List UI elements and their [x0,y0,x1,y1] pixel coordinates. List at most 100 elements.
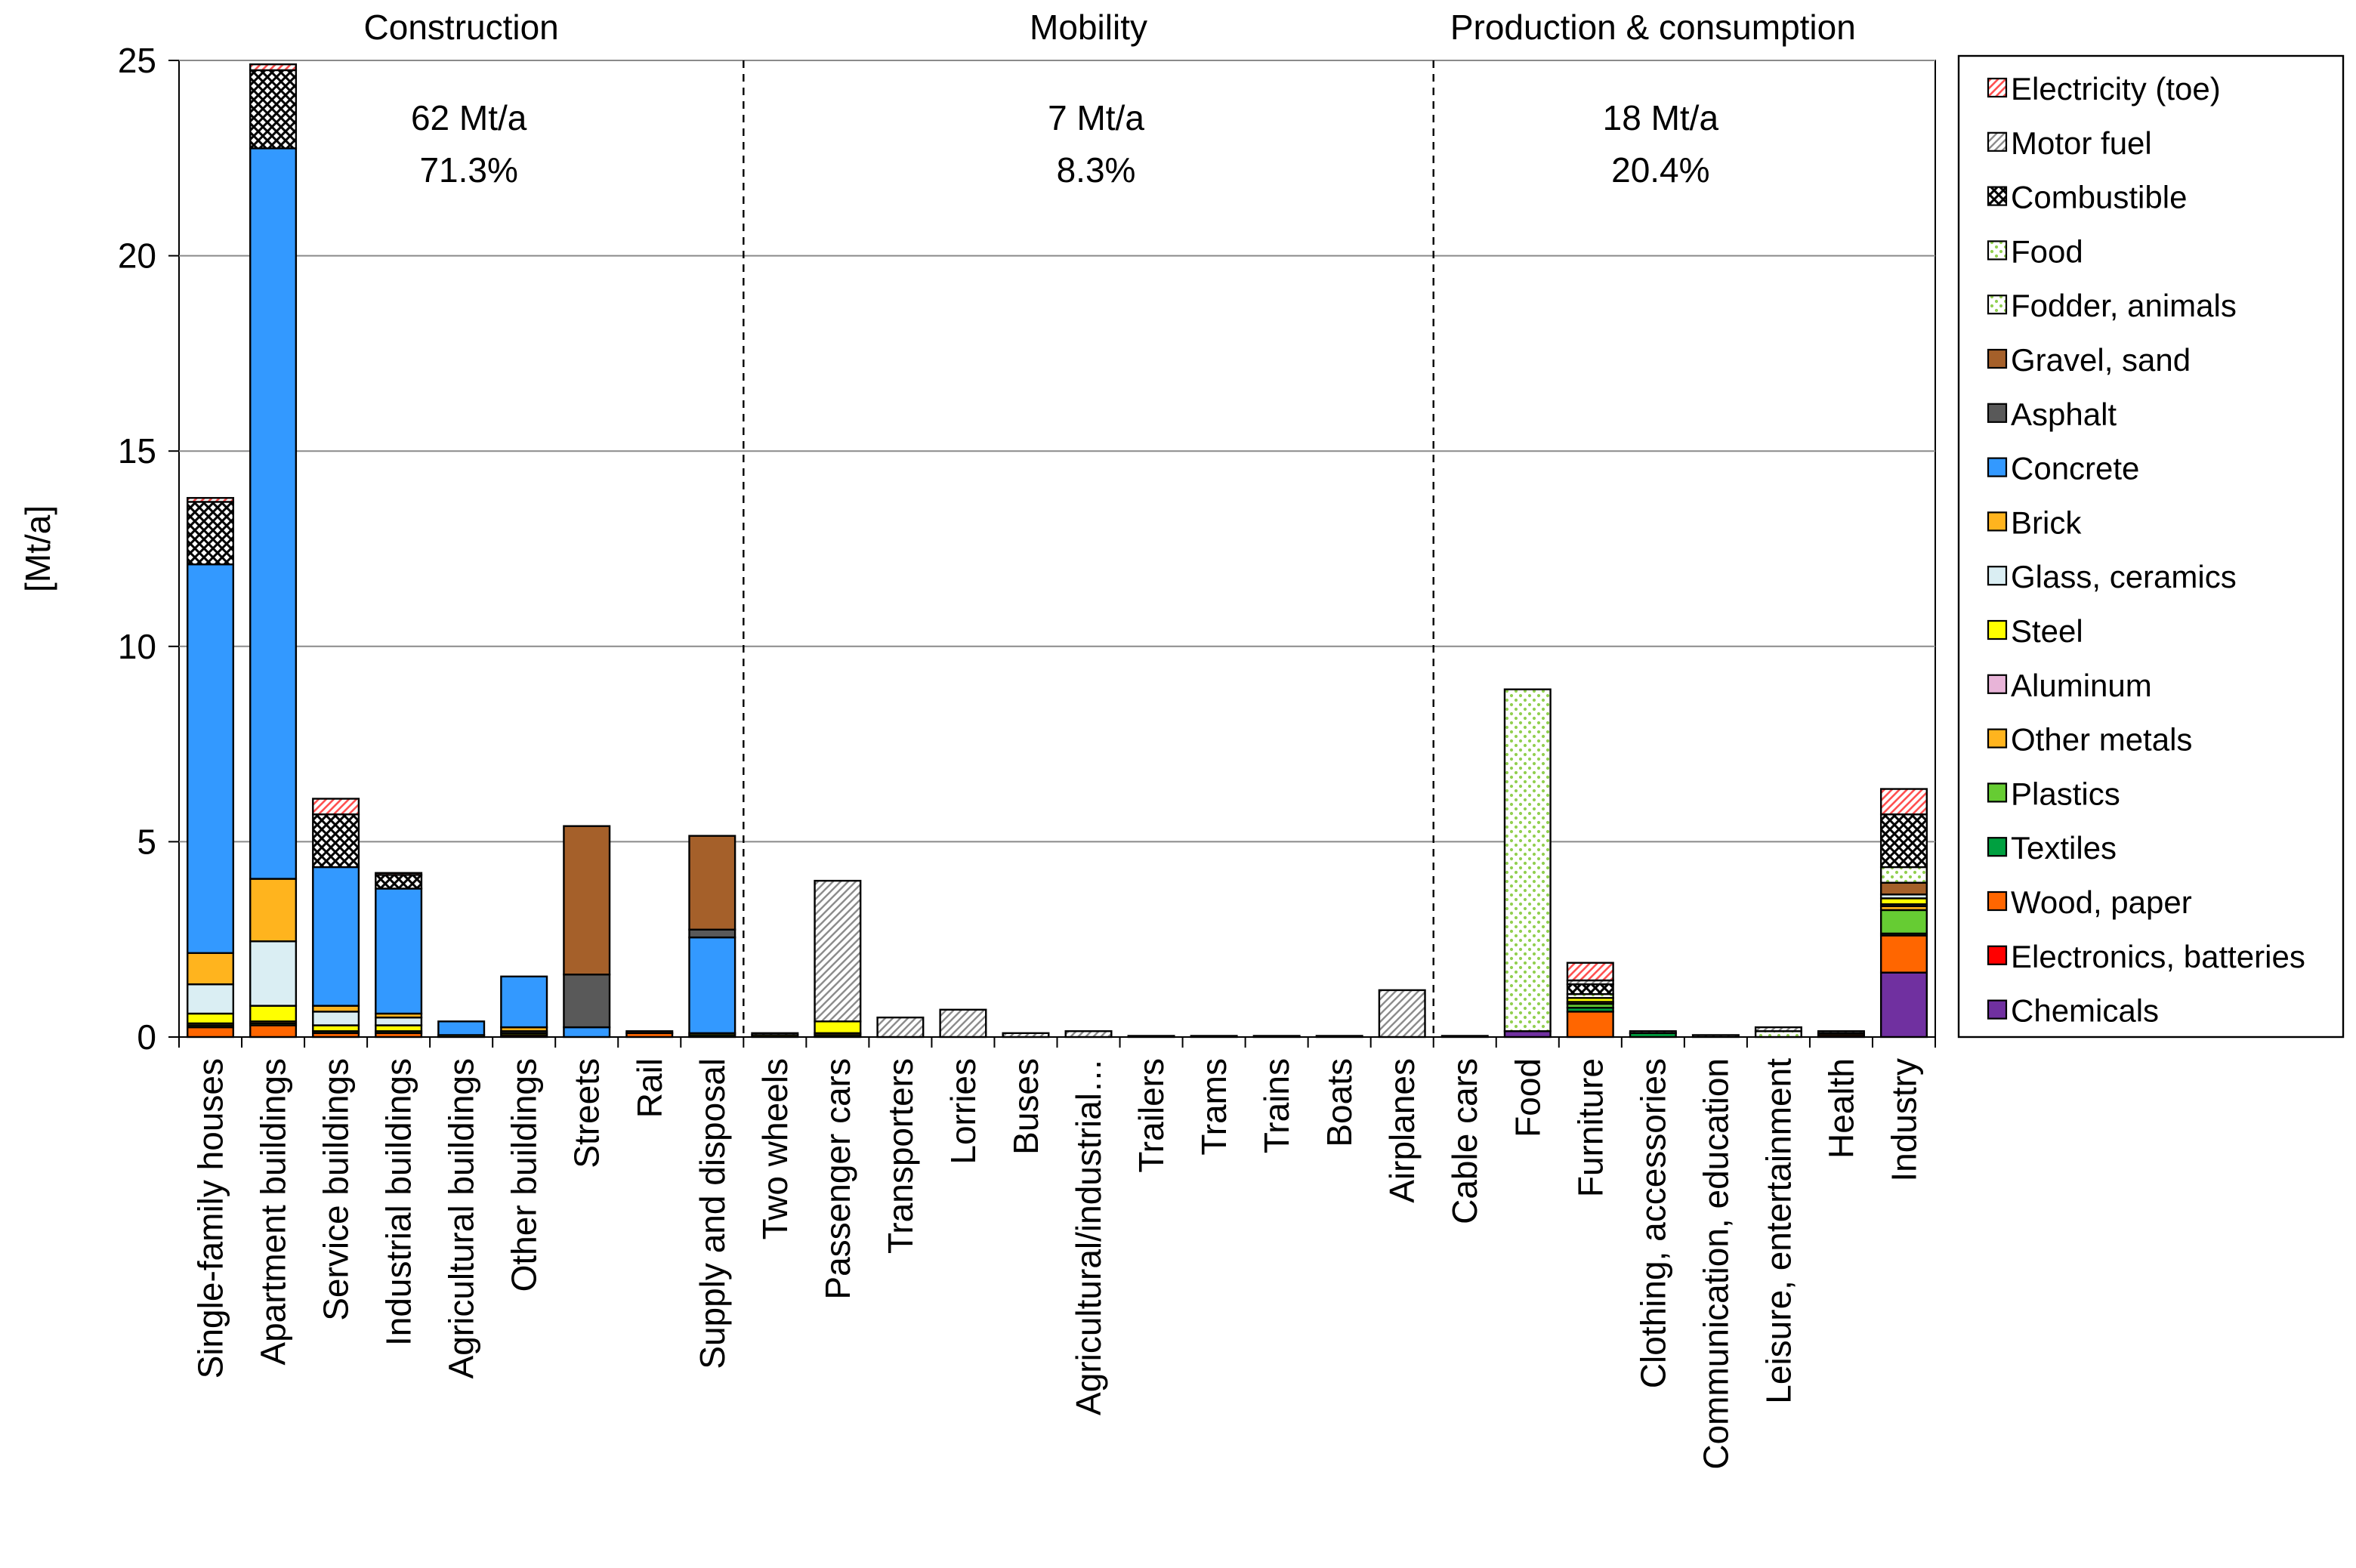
x-tick-label-passenger-cars: Passenger cars [818,1058,857,1300]
bar-stack-boats [1315,1035,1363,1039]
legend-label-steel: Steel [2011,613,2083,649]
x-tick-label-single-family-houses: Single-family houses [191,1058,230,1378]
bar-segment-combustible [1566,983,1614,995]
bar-stack-lorries [939,1008,987,1039]
bar-segment-combustible [375,874,423,890]
x-tick-label-lorries: Lorries [943,1058,983,1165]
y-tick-label: 5 [137,822,156,861]
y-tick-label: 0 [137,1017,156,1057]
bar-segment-motor-fuel [1252,1035,1301,1039]
bar-segment-plastics [1879,909,1928,935]
legend-item-chemicals: Chemicals [1987,993,2159,1029]
section-title-mobility: Mobility [1030,8,1147,47]
x-tick-label-agricultural-buildings: Agricultural buildings [442,1058,481,1378]
bar-segment-motor-fuel [751,1032,799,1036]
bar-stack-passenger-cars [814,879,862,1039]
x-tick-label-boats: Boats [1320,1058,1359,1147]
bar-segment-wood-paper [249,1024,298,1039]
bar-segment-steel [814,1020,862,1035]
bar-stack-trains [1252,1035,1301,1039]
bar-segment-motor-fuel [1440,1035,1489,1039]
bar-segment-concrete [437,1020,486,1036]
legend-label-concrete: Concrete [2011,451,2139,486]
bar-segment-brick [249,878,298,943]
x-tick-label-cable-cars: Cable cars [1445,1058,1484,1224]
bar-segment-motor-fuel [1378,989,1426,1039]
legend-item-other-metals: Other metals [1987,722,2192,758]
section-total-production-consumption: 18 Mt/a [1603,98,1719,137]
bar-segment-combustible [249,69,298,150]
bar-stack-industrial-buildings [375,872,423,1039]
bar-segment-gravel-sand [625,1030,674,1035]
bar-stack-communication-education [1691,1034,1740,1039]
section-total-construction: 62 Mt/a [411,98,527,137]
x-tick-label-two-wheels: Two wheels [755,1058,795,1239]
legend-label-electricity-toe: Electricity (toe) [2011,71,2221,106]
bar-segment-chemicals [1879,971,1928,1039]
legend-label-fodder-animals: Fodder, animals [2011,288,2237,323]
legend-swatch-steel [1987,619,2008,640]
legend-item-electronics-batteries: Electronics, batteries [1987,939,2305,974]
legend-swatch-electronics-batteries [1987,945,2008,965]
bar-stack-health [1817,1030,1865,1039]
legend-label-textiles: Textiles [2011,830,2117,866]
legend-swatch-gravel-sand [1987,348,2008,369]
x-tick-label-food: Food [1508,1058,1547,1137]
legend-box [1957,54,2345,1039]
legend-item-brick: Brick [1987,505,2082,540]
legend-swatch-textiles [1987,837,2008,857]
bar-segment-concrete [375,887,423,1015]
bar-segment-fodder-animals [1879,866,1928,884]
bar-stack-airplanes [1378,989,1426,1039]
x-tick-label-supply-and-disposal: Supply and disposal [693,1058,732,1369]
legend-item-asphalt: Asphalt [1987,397,2117,432]
legend-label-aluminum: Aluminum [2011,668,2152,703]
x-tick-label-communication-education: Communication, education [1696,1058,1735,1470]
bar-segment-gravel-sand [688,835,736,931]
x-tick-label-service-buildings: Service buildings [317,1058,356,1321]
bar-segment-motor-fuel [1190,1035,1238,1039]
bar-segment-steel [249,1005,298,1023]
x-tick-label-trailers: Trailers [1132,1058,1171,1173]
legend-label-gravel-sand: Gravel, sand [2011,342,2191,378]
bar-stack-two-wheels [751,1032,799,1039]
bar-stack-supply-and-disposal [688,835,736,1039]
legend-swatch-fodder-animals [1987,295,2008,315]
bar-segment-motor-fuel [1817,1030,1865,1035]
legend-item-aluminum: Aluminum [1987,668,2152,703]
bar-segment-glass-ceramics [187,983,235,1015]
bar-segment-combustible [187,501,235,566]
bar-stack-rail [625,1030,674,1039]
legend-item-fodder-animals: Fodder, animals [1987,288,2237,323]
bar-segment-wood-paper [1879,934,1928,974]
bar-stack-clothing-accessories [1629,1030,1677,1039]
bar-segment-motor-fuel [1754,1026,1802,1032]
bar-segment-steel [187,1012,235,1025]
bar-segment-electricity-toe [187,497,235,503]
bar-segment-food [1503,688,1552,1032]
legend-swatch-food [1987,240,2008,261]
bar-stack-agricultural-industrial [1064,1030,1113,1039]
bar-segment-combustible [312,813,360,869]
bar-segment-motor-fuel [876,1016,925,1039]
legend-label-plastics: Plastics [2011,776,2120,811]
legend-label-motor-fuel: Motor fuel [2011,125,2152,161]
bar-segment-glass-ceramics [375,1016,423,1026]
bar-segment-motor-fuel [1127,1035,1175,1039]
x-tick-label-airplanes: Airplanes [1382,1058,1422,1203]
x-tick-label-agricultural-industrial: Agricultural/industrial… [1069,1058,1108,1415]
legend-swatch-glass-ceramics [1987,566,2008,586]
x-tick-label-industry: Industry [1884,1058,1923,1182]
bar-segment-motor-fuel [939,1008,987,1039]
bar-stack-single-family-houses [187,497,235,1039]
y-tick-label: 10 [118,627,156,666]
x-tick-label-buses: Buses [1006,1058,1045,1155]
bar-segment-concrete [312,866,360,1007]
bar-segment-concrete [688,936,736,1035]
bar-segment-concrete [563,1026,611,1039]
bar-segment-brick [187,952,235,986]
bar-stack-service-buildings [312,798,360,1039]
bar-segment-glass-ceramics [249,940,298,1007]
bar-segment-gravel-sand [563,825,611,976]
